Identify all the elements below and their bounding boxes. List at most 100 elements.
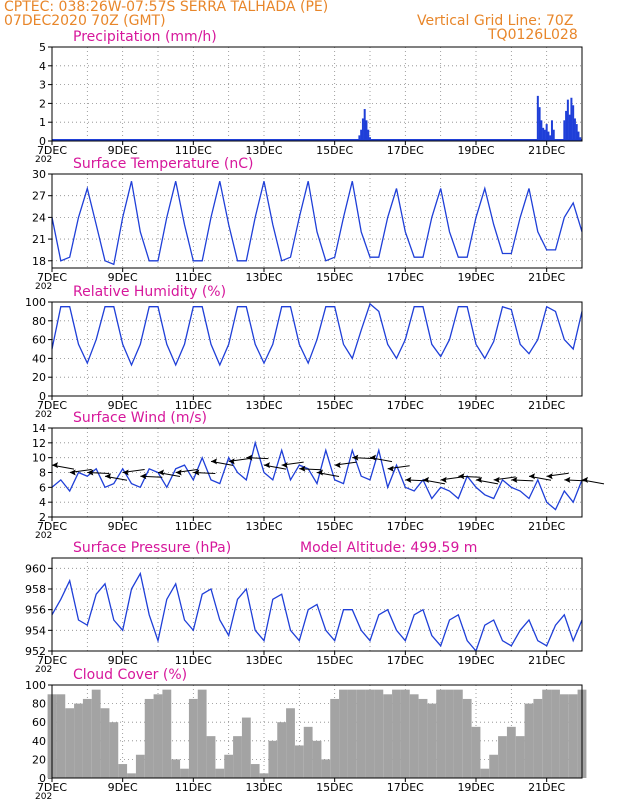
cloud-bar bbox=[533, 698, 543, 778]
cloud-bar bbox=[135, 754, 145, 778]
precip-bar bbox=[358, 135, 361, 141]
x-tick-year-label: 202 bbox=[35, 155, 52, 165]
y-tick-label: 0 bbox=[39, 135, 46, 148]
x-tick-label: 9DEC bbox=[108, 654, 138, 667]
precip-bar bbox=[552, 129, 555, 141]
x-tick-label: 17DEC bbox=[387, 781, 424, 794]
cloud-bar bbox=[409, 694, 419, 778]
x-tick-label: 21DEC bbox=[528, 271, 565, 284]
y-tick-label: 18 bbox=[32, 255, 46, 268]
cloud-bar bbox=[330, 698, 340, 778]
precip-bar bbox=[563, 120, 566, 141]
wind-arrow-head bbox=[546, 473, 553, 480]
wind-arrow-head bbox=[158, 469, 164, 476]
cloud-bar bbox=[74, 703, 83, 778]
cloud-bar bbox=[241, 717, 251, 778]
x-tick-label: 19DEC bbox=[457, 399, 494, 412]
cloud-bar bbox=[127, 773, 136, 778]
y-tick-label: 6 bbox=[39, 481, 46, 494]
chart-panel-5: 0 20 40 60 80 100 7DEC 9DEC 11DEC 13DEC 15DEC 17DEC… bbox=[25, 667, 587, 800]
precip-bar bbox=[565, 110, 568, 141]
y-tick-label: 60 bbox=[32, 334, 46, 347]
cloud-bar bbox=[356, 689, 366, 778]
cloud-bar bbox=[498, 736, 507, 778]
x-tick-year-label: 202 bbox=[35, 665, 52, 675]
y-tick-label: 20 bbox=[32, 753, 46, 766]
y-tick-label: 952 bbox=[25, 645, 46, 658]
cloud-bar bbox=[427, 703, 437, 778]
wind-arrow-head bbox=[105, 473, 111, 480]
y-tick-label: 30 bbox=[32, 168, 46, 181]
x-tick-label: 11DEC bbox=[175, 399, 212, 412]
series-line bbox=[51, 181, 583, 266]
precip-bar bbox=[363, 109, 366, 141]
wind-arrow-head bbox=[511, 476, 518, 483]
x-tick-label: 21DEC bbox=[528, 654, 565, 667]
cloud-bar bbox=[480, 768, 490, 778]
cloud-bar bbox=[365, 689, 375, 778]
y-tick-label: 20 bbox=[32, 371, 46, 384]
cloud-bar bbox=[374, 689, 384, 778]
plot-frame bbox=[51, 46, 583, 142]
cloud-bar bbox=[489, 754, 499, 778]
wind-arrow-head bbox=[140, 473, 147, 480]
cloud-bar bbox=[180, 768, 189, 778]
y-tick-label: 956 bbox=[25, 604, 46, 617]
chart-panel-2: 0 20 40 60 80 100 7DEC 9DEC 11DEC 13DEC 15DEC 17DEC… bbox=[25, 284, 583, 420]
precip-bar bbox=[540, 120, 543, 141]
x-tick-label: 19DEC bbox=[457, 654, 494, 667]
x-tick-label: 11DEC bbox=[175, 271, 212, 284]
x-tick-label: 15DEC bbox=[316, 781, 353, 794]
precip-bar bbox=[577, 131, 580, 141]
precip-bar bbox=[360, 129, 363, 141]
x-tick-label: 13DEC bbox=[245, 399, 282, 412]
header-run-date: 07DEC2020 70Z (GMT) bbox=[4, 13, 166, 29]
x-tick-label: 13DEC bbox=[245, 654, 282, 667]
precip-bar bbox=[570, 97, 573, 141]
cloud-bar bbox=[462, 698, 472, 778]
cloud-bar bbox=[65, 708, 75, 778]
x-tick-label: 11DEC bbox=[175, 520, 212, 533]
precip-bar bbox=[545, 124, 548, 141]
cloud-bar bbox=[347, 689, 357, 778]
y-tick-label: 1 bbox=[39, 116, 46, 129]
precip-bar bbox=[536, 95, 539, 141]
precip-bar bbox=[575, 124, 578, 141]
x-tick-label: 9DEC bbox=[108, 271, 138, 284]
x-tick-label: 13DEC bbox=[245, 520, 282, 533]
wind-arrow-head bbox=[582, 476, 588, 483]
x-tick-label: 7DEC bbox=[37, 781, 67, 794]
chart-title: Cloud Cover (%) bbox=[73, 667, 187, 683]
x-tick-label: 21DEC bbox=[528, 399, 565, 412]
wind-arrow-head bbox=[458, 473, 465, 480]
wind-arrow-head bbox=[228, 458, 235, 465]
chart-panel-0: 0 1 2 3 4 5 7DEC 9DEC 11DEC 13DEC 15DEC 17DEC 19DEC 2… bbox=[35, 29, 583, 165]
cloud-bar bbox=[118, 764, 128, 778]
x-tick-label: 15DEC bbox=[316, 654, 353, 667]
x-tick-label: 13DEC bbox=[245, 781, 282, 794]
wind-arrow-head bbox=[87, 469, 94, 476]
x-tick-label: 13DEC bbox=[245, 271, 282, 284]
y-tick-label: 3 bbox=[39, 79, 46, 92]
cloud-bar bbox=[445, 689, 454, 778]
chart-title: Surface Wind (m/s) bbox=[73, 410, 207, 426]
x-tick-label: 21DEC bbox=[528, 781, 565, 794]
wind-arrow-head bbox=[122, 469, 129, 476]
x-tick-label: 17DEC bbox=[387, 654, 424, 667]
x-tick-label: 19DEC bbox=[457, 271, 494, 284]
cloud-bar bbox=[339, 689, 348, 778]
x-tick-year-label: 202 bbox=[35, 531, 52, 541]
wind-arrow-head bbox=[211, 458, 217, 465]
x-tick-label: 21DEC bbox=[528, 520, 565, 533]
precip-bar bbox=[367, 129, 370, 141]
cloud-bar bbox=[215, 768, 225, 778]
wind-arrow-head bbox=[387, 465, 394, 472]
x-tick-label: 9DEC bbox=[108, 781, 138, 794]
x-tick-label: 7DEC bbox=[37, 520, 67, 533]
wind-arrow-head bbox=[52, 462, 58, 469]
series-line bbox=[51, 440, 583, 511]
chart-panel-3: 2 4 68 10 12 14 7DEC 9DEC 11DEC 13DEC 15DEC 17DEC 19… bbox=[32, 410, 605, 541]
cloud-bar bbox=[109, 722, 119, 778]
y-tick-label: 60 bbox=[32, 716, 46, 729]
y-tick-label: 954 bbox=[25, 624, 46, 637]
